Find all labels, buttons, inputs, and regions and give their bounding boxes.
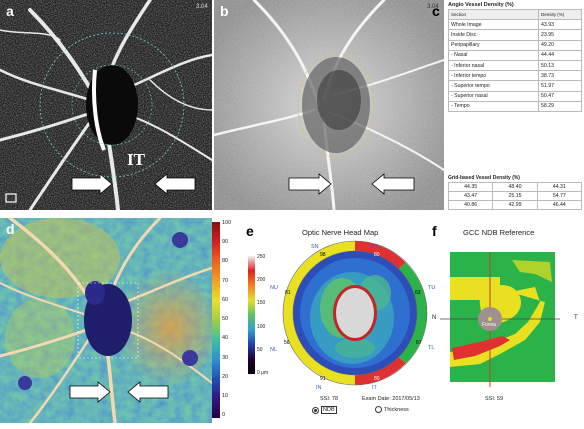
sector-label-in: IN xyxy=(316,385,322,391)
grid-density-table: Grid-based Vessel Density (%) 44.35 48.40… xyxy=(447,175,583,210)
thickness-scale-ticks: 250 200 150 100 50 0 μm xyxy=(257,254,269,376)
option-ndb-label: NDB xyxy=(321,406,337,414)
panel-d-label: d xyxy=(6,221,15,237)
sector-tu xyxy=(398,262,427,314)
panel-b-corner-text: 3.04 xyxy=(427,4,439,10)
option-thickness-label: Thickness xyxy=(384,406,409,413)
table-row[interactable]: - Superior tempo 51.97 xyxy=(448,80,582,92)
panel-b-enface-image: b 3.04 xyxy=(214,0,444,210)
panel-e-label: e xyxy=(246,223,254,239)
density-color-scale xyxy=(212,222,220,418)
octa-vessel-image xyxy=(0,0,212,210)
sector-st xyxy=(354,241,406,270)
panel-a-octa-image: a IT 3.04 xyxy=(0,0,212,210)
sector-label-it: IT xyxy=(372,385,377,391)
sector-value-in: 91 xyxy=(320,376,326,382)
panel-b-label: b xyxy=(220,3,229,19)
onh-thickness-map xyxy=(282,240,428,386)
thickness-color-scale xyxy=(248,256,255,374)
table-row[interactable]: Inside Disc 23.95 xyxy=(448,29,582,41)
density-heatmap-image xyxy=(0,218,212,423)
angio-density-title: Angio Vessel Density (%) xyxy=(448,2,514,8)
sector-value-tl: 67 xyxy=(416,340,422,346)
sector-label-nu: NU xyxy=(270,285,278,291)
sector-label-nl: NL xyxy=(270,347,278,353)
sector-it xyxy=(354,356,406,385)
gcc-fovea-label: Fovea xyxy=(482,322,496,328)
onh-ssi-text: SSI: 78 xyxy=(320,396,339,402)
gcc-t-label: T xyxy=(574,315,578,321)
sector-sn xyxy=(304,241,356,270)
table-row[interactable]: - Inferior tempo 38.73 xyxy=(448,70,582,82)
sector-label-tl: TL xyxy=(428,345,435,351)
arrow-left-pointer xyxy=(71,173,113,195)
panel-c-label: c xyxy=(432,3,440,19)
table-row[interactable]: - Nasal 44.44 xyxy=(448,49,582,62)
sector-label-tu: TU xyxy=(428,285,436,291)
table-row: 44.35 48.40 44.31 xyxy=(447,182,583,192)
grid-density-title: Grid-based Vessel Density (%) xyxy=(448,175,520,181)
sector-nu xyxy=(283,262,312,314)
table-row[interactable]: Peripapillary 49.20 xyxy=(448,39,582,51)
panel-a-label: a xyxy=(6,3,14,19)
gcc-n-label: N xyxy=(432,315,437,321)
panel-f-label: f xyxy=(432,223,437,239)
gcc-ndb-map xyxy=(440,252,560,387)
table-row[interactable]: - Tempo 58.29 xyxy=(448,100,582,113)
sector-value-st: 80 xyxy=(374,252,380,258)
col-header-section: Section xyxy=(448,8,539,21)
col-header-density: Density (%) xyxy=(538,8,582,21)
angio-density-table: Angio Vessel Density (%) Section Density … xyxy=(448,2,582,113)
arrow-label-it: IT xyxy=(127,150,145,169)
enface-image xyxy=(214,0,444,210)
table-row: 40.86 42.99 46.44 xyxy=(447,200,583,210)
table-row[interactable]: - Inferior nasal 50.13 xyxy=(448,60,582,72)
onh-map-title: Optic Nerve Head Map xyxy=(302,228,379,237)
radio-selected-icon xyxy=(312,406,319,414)
exam-date-text: Exam Date: 2017/05/13 xyxy=(362,396,420,402)
sector-value-tu: 63 xyxy=(415,290,421,296)
table-row: 43.47 25.15 54.77 xyxy=(447,191,583,201)
density-scale-ticks: 100 90 80 70 60 50 40 30 20 10 0 xyxy=(222,220,232,418)
panel-d-density-map: d xyxy=(0,218,212,423)
table-row[interactable]: Whole Image 43.93 xyxy=(448,19,582,31)
sector-label-st: ST xyxy=(371,244,379,250)
radio-unselected-icon xyxy=(375,406,382,413)
option-ndb-radio[interactable]: NDB xyxy=(312,406,337,414)
panel-a-corner-text: 3.04 xyxy=(196,4,208,10)
sector-label-sn: SN xyxy=(311,244,319,250)
sector-value-nl: 56 xyxy=(284,340,290,346)
sector-value-it: 80 xyxy=(374,376,380,382)
sector-in xyxy=(304,356,356,385)
gcc-ssi-text: SSI: 59 xyxy=(485,396,504,402)
table-row[interactable]: - Superior nasal 50.47 xyxy=(448,90,582,102)
sector-value-sn: 98 xyxy=(320,252,326,258)
sector-value-nu: 81 xyxy=(285,290,291,296)
option-thickness-radio[interactable]: Thickness xyxy=(375,406,409,413)
sector-tl xyxy=(398,312,427,364)
gcc-title: GCC NDB Reference xyxy=(463,228,535,237)
arrow-right-pointer xyxy=(154,173,196,195)
sector-nl xyxy=(283,312,312,364)
